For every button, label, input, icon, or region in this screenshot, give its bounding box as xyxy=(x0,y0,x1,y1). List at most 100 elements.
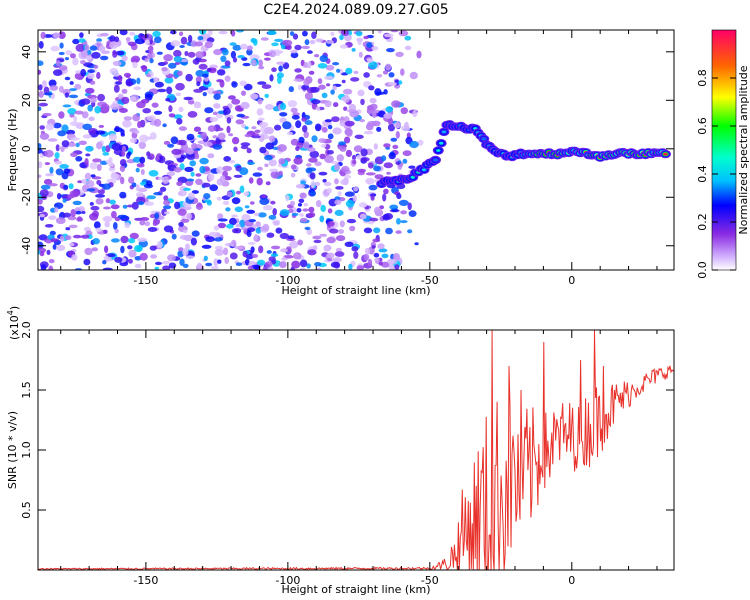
spectrogram-noise-cell xyxy=(187,111,198,118)
spectrogram-noise-cell xyxy=(301,45,310,50)
spectrogram-noise-cell xyxy=(290,107,298,113)
spectrogram-noise-cell xyxy=(256,177,263,186)
spectrogram-noise-cell xyxy=(246,209,256,214)
spectrogram-noise-cell xyxy=(146,73,151,78)
spectrogram-noise-cell xyxy=(278,50,284,54)
spectrogram-noise-cell xyxy=(244,126,249,130)
spectrogram-noise-cell xyxy=(289,31,295,36)
spectrogram-noise-cell xyxy=(395,161,400,165)
spectrogram-noise-cell xyxy=(189,160,196,167)
colorbar-tick-label: 0.4 xyxy=(696,165,709,183)
spectrogram-noise-cell xyxy=(49,85,59,91)
spectrogram-noise-cell xyxy=(395,131,400,139)
spectrogram-noise-cell xyxy=(217,132,226,140)
spectrogram-noise-cell xyxy=(102,267,113,270)
spectrogram-noise-cell xyxy=(190,171,195,177)
spectrogram-noise-cell xyxy=(217,213,224,220)
spectrogram-noise-cell xyxy=(244,205,250,209)
spectrogram-noise-cell xyxy=(217,218,228,222)
spectrogram-noise-cell xyxy=(163,225,174,233)
spectrogram-noise-cell xyxy=(170,40,181,47)
spectrogram-noise-cell xyxy=(303,61,308,68)
spectrogram-noise-cell xyxy=(45,239,52,244)
spectrogram-noise-cell xyxy=(55,144,60,152)
x-tick-label: -150 xyxy=(133,574,158,587)
spectrogram-noise-cell xyxy=(121,55,128,62)
spectrogram-noise-cell xyxy=(68,224,78,229)
spectrogram-noise-cell xyxy=(390,30,399,33)
spectrogram-noise-cell xyxy=(264,154,273,161)
spectrogram-noise-cell xyxy=(357,168,366,173)
spectrogram-noise-cell xyxy=(89,162,98,170)
spectrogram-noise-cell xyxy=(228,133,234,137)
y-tick-label: 1.5 xyxy=(20,381,33,399)
spectrogram-signal-cell xyxy=(439,141,444,145)
spectrogram-noise-cell xyxy=(168,105,173,113)
spectrogram-noise-cell xyxy=(247,241,256,245)
spectrogram-noise-cell xyxy=(154,36,162,44)
spectrogram-noise-cell xyxy=(259,146,267,154)
spectrogram-noise-cell xyxy=(365,177,375,185)
spectrogram-noise-cell xyxy=(259,198,270,205)
spectrogram-noise-cell xyxy=(330,31,335,36)
spectrogram-noise-cell xyxy=(278,65,283,72)
spectrogram-noise-cell xyxy=(314,161,322,167)
spectrogram-noise-cell xyxy=(206,200,212,206)
spectrogram-noise-cell xyxy=(225,207,231,212)
spectrogram-noise-cell xyxy=(94,105,102,114)
spectrogram-noise-cell xyxy=(105,198,111,204)
spectrogram-noise-cell xyxy=(299,213,304,217)
spectrogram-noise-cell xyxy=(224,242,235,247)
spectrogram-noise-cell xyxy=(88,128,98,135)
spectrogram-noise-cell xyxy=(339,120,347,127)
spectrogram-noise-cell xyxy=(219,79,225,88)
spectrogram-noise-cell xyxy=(85,87,95,94)
spectrogram-noise-cell xyxy=(95,198,104,205)
spectrogram-noise-cell xyxy=(180,59,189,63)
spectrogram-noise-cell xyxy=(44,149,54,158)
spectrogram-noise-cell xyxy=(135,184,141,192)
spectrogram-noise-cell xyxy=(161,260,172,265)
spectrogram-noise-cell xyxy=(84,44,90,52)
spectrogram-noise-cell xyxy=(92,158,102,163)
spectrogram-noise-cell xyxy=(329,228,339,234)
spectrogram-noise-cell xyxy=(320,143,327,148)
spectrogram-noise-cell xyxy=(85,145,94,152)
spectrogram-noise-cell xyxy=(412,109,418,118)
spectrogram-noise-cell xyxy=(72,57,79,66)
spectrogram-noise-cell xyxy=(216,196,223,201)
spectrogram-noise-cell xyxy=(300,59,305,67)
spectrogram-noise-cell xyxy=(400,68,405,76)
spectrogram-noise-cell xyxy=(187,192,195,200)
spectrogram-signal-cell xyxy=(410,175,415,179)
spectrogram-noise-cell xyxy=(77,180,83,184)
spectrogram-noise-cell xyxy=(38,60,44,66)
spectrogram-noise-cell xyxy=(332,257,342,263)
y-tick-label: 0.5 xyxy=(20,501,33,519)
spectrogram-noise-cell xyxy=(56,244,66,251)
spectrogram-noise-cell xyxy=(203,141,213,147)
spectrogram-noise-cell xyxy=(322,178,327,183)
spectrogram-noise-cell xyxy=(231,197,241,205)
spectrogram-noise-cell xyxy=(63,184,69,190)
spectrogram-noise-cell xyxy=(44,162,51,166)
spectrogram-noise-cell xyxy=(133,86,142,91)
spectrogram-noise-cell xyxy=(241,90,246,96)
spectrogram-noise-cell xyxy=(68,183,74,190)
spectrogram-noise-cell xyxy=(373,206,382,215)
spectrogram-noise-cell xyxy=(102,216,113,222)
spectrogram-noise-cell xyxy=(398,30,409,37)
spectrogram-noise-cell xyxy=(293,157,303,165)
spectrogram-noise-cell xyxy=(48,265,54,270)
spectrogram-noise-cell xyxy=(128,258,133,264)
spectrogram-noise-cell xyxy=(80,234,90,239)
spectrogram-noise-cell xyxy=(168,262,177,269)
spectrogram-noise-cell xyxy=(251,133,260,137)
spectrogram-noise-cell xyxy=(112,51,118,58)
spectrogram-noise-cell xyxy=(38,197,43,205)
spectrogram-noise-cell xyxy=(368,61,378,70)
spectrogram-noise-cell xyxy=(120,176,125,185)
spectrogram-noise-cell xyxy=(146,151,151,157)
spectrogram-noise-cell xyxy=(247,161,256,165)
spectrogram-noise-cell xyxy=(75,70,82,74)
